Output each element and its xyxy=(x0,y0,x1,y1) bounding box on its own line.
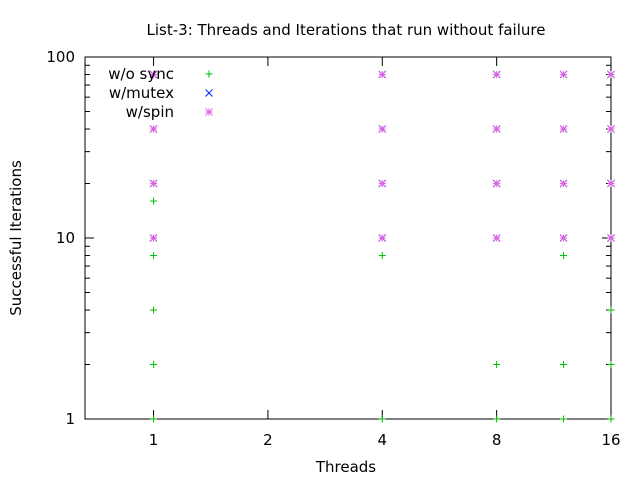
x-tick-label: 2 xyxy=(263,431,273,449)
data-point-star xyxy=(378,234,387,242)
data-point-star xyxy=(149,70,158,79)
y-tick-label: 10 xyxy=(56,229,75,247)
data-point-plus xyxy=(378,415,386,423)
legend-label: w/spin xyxy=(126,103,174,121)
data-point-plus xyxy=(560,361,568,369)
x-tick-label: 16 xyxy=(601,431,620,449)
x-axis-label: Threads xyxy=(315,458,376,476)
data-point-plus xyxy=(493,415,501,423)
data-point-star xyxy=(607,179,615,188)
data-point-star xyxy=(492,234,501,242)
data-point-star xyxy=(559,125,568,133)
data-point-plus xyxy=(150,306,158,314)
data-point-star xyxy=(607,70,615,79)
legend-label: w/o sync xyxy=(108,65,174,83)
data-point-star xyxy=(149,125,158,133)
legend-label: w/mutex xyxy=(109,84,174,102)
y-axis-label: Successful Iterations xyxy=(7,160,25,316)
y-tick-label: 100 xyxy=(46,48,75,66)
x-tick-label: 1 xyxy=(149,431,159,449)
data-point-plus xyxy=(150,361,158,369)
legend-marker xyxy=(205,108,213,116)
y-tick-label: 1 xyxy=(65,410,75,428)
x-tick-label: 8 xyxy=(492,431,502,449)
data-point-star xyxy=(559,179,568,188)
data-point-plus xyxy=(150,197,158,205)
data-point-star xyxy=(378,70,387,79)
data-point-star xyxy=(378,179,387,188)
data-point-star xyxy=(149,179,158,188)
data-point-star xyxy=(559,70,568,79)
data-point-plus xyxy=(493,361,501,369)
data-point-plus xyxy=(607,361,615,369)
data-point-plus xyxy=(150,415,158,423)
data-point-plus xyxy=(560,415,568,423)
legend-marker xyxy=(205,89,213,97)
data-point-star xyxy=(492,125,501,133)
chart-title: List-3: Threads and Iterations that run … xyxy=(147,21,546,39)
data-point-plus xyxy=(378,252,386,260)
data-point-star xyxy=(559,234,568,242)
data-point-plus xyxy=(560,252,568,260)
data-point-star xyxy=(149,234,158,242)
legend-marker xyxy=(205,70,213,78)
data-point-star xyxy=(492,179,501,188)
data-point-star xyxy=(607,125,615,133)
data-point-star xyxy=(378,125,387,133)
data-point-plus xyxy=(607,415,615,423)
data-point-plus xyxy=(607,306,615,314)
data-point-star xyxy=(492,70,501,79)
x-tick-label: 4 xyxy=(378,431,388,449)
tick-labels: 1 2 4 8 16 1 10 100 xyxy=(46,48,620,449)
data-point-star xyxy=(607,234,615,242)
data-point-plus xyxy=(150,252,158,260)
data-points xyxy=(149,70,615,423)
